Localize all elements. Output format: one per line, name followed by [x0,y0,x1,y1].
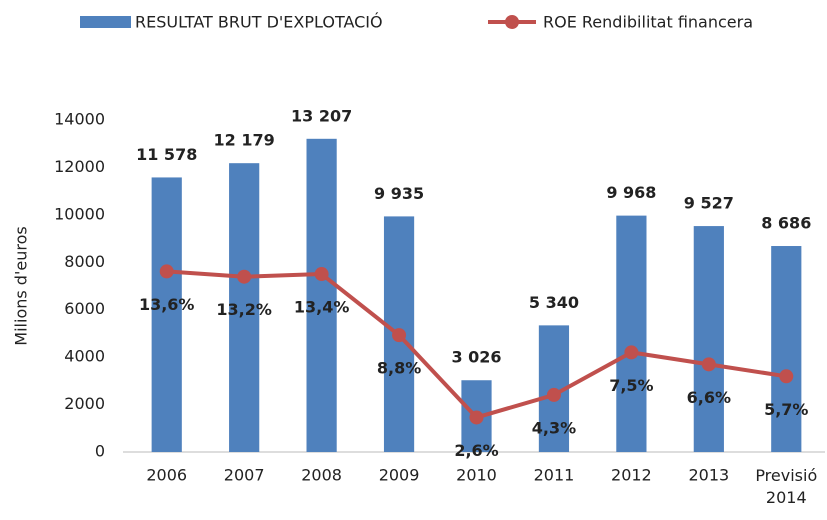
legend-label: ROE Rendibilitat financera [543,13,753,32]
bar-value-label: 3 026 [451,348,501,367]
legend-label: RESULTAT BRUT D'EXPLOTACIÓ [135,13,383,32]
x-tick-label: 2012 [611,466,652,485]
y-tick-label: 2000 [64,394,105,413]
line-marker [237,269,252,284]
bar [306,138,337,453]
x-tick-label: Previsió 2014 [755,466,817,507]
line-marker [701,357,716,372]
line-value-label: 5,7% [764,400,808,419]
line-value-label: 13,4% [294,298,350,317]
bar-value-label: 9 968 [606,183,656,202]
bar-value-label: 9 935 [374,184,424,203]
legend-marker [505,15,519,29]
x-tick-label: 2007 [224,466,265,485]
bar [616,215,647,452]
line-value-label: 6,6% [687,388,731,407]
line-marker [392,328,407,343]
x-tick-label: 2009 [379,466,420,485]
bar [693,226,724,452]
line-value-label: 13,2% [216,300,272,319]
y-tick-label: 10000 [54,204,105,223]
line-marker [159,264,174,279]
x-tick-label: 2011 [534,466,575,485]
y-axis-title: Milions d'euros [12,226,31,345]
y-tick-label: 8000 [64,252,105,271]
bar [229,163,260,452]
y-tick-label: 4000 [64,347,105,366]
line-value-label: 2,6% [454,441,498,460]
line-value-label: 13,6% [139,295,195,314]
x-tick-label: 2013 [688,466,729,485]
y-tick-label: 6000 [64,299,105,318]
line-marker [779,369,794,384]
bar-value-label: 5 340 [529,293,579,312]
line-marker [469,410,484,425]
bar-value-label: 9 527 [684,194,734,213]
y-tick-label: 0 [95,442,105,461]
bar-value-label: 8 686 [761,214,811,233]
bar-value-label: 11 578 [136,145,197,164]
x-tick-label: 2006 [146,466,187,485]
bar [151,177,182,452]
y-tick-label: 12000 [54,157,105,176]
line-marker [546,387,561,402]
legend-swatch [80,16,131,28]
line-value-label: 8,8% [377,359,421,378]
line-marker [624,345,639,360]
bar [771,246,802,452]
bar-value-label: 13 207 [291,106,352,125]
x-tick-label: 2010 [456,466,497,485]
x-tick-label: 2008 [301,466,342,485]
y-tick-label: 14000 [54,110,105,129]
line-marker [314,267,329,282]
line-value-label: 7,5% [609,376,653,395]
line-value-label: 4,3% [532,418,576,437]
bar-value-label: 12 179 [214,131,275,150]
